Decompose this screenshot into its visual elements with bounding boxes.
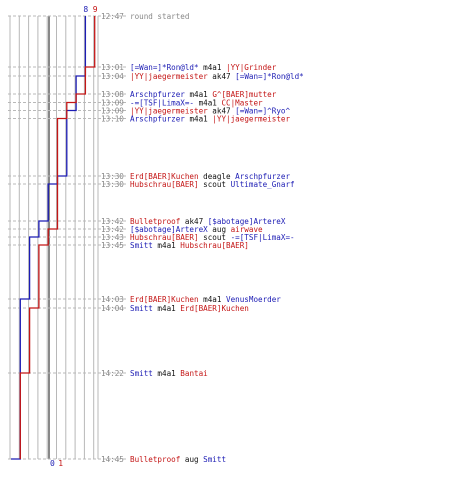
event-segment: m4a1 (153, 369, 180, 378)
blue-end-label: 0 (50, 459, 55, 468)
event-segment: m4a1 (199, 63, 226, 72)
event-time: 14:22 (101, 369, 124, 378)
event-segment: ak47 (180, 217, 207, 226)
event-time: 14:45 (101, 455, 124, 464)
event-segment: Arschpfurzer (130, 90, 185, 99)
event-segment: Smitt (130, 304, 153, 313)
event-time: 13:08 (101, 90, 124, 99)
event-segment: [$abotage]ArtereX (130, 225, 208, 234)
event-segment: |YY|Grinder (226, 63, 277, 72)
event-segment: Smitt (130, 369, 153, 378)
event-text: [=Wan=]*Ron@ld* m4a1 |YY|Grinder (130, 63, 277, 72)
event-time: 13:42 (101, 217, 124, 226)
event-segment: -=[TSF|LimaX=- (231, 233, 295, 242)
event-segment: Arschpfurzer (235, 172, 290, 181)
event-segment: G^[BAER]mutter (212, 90, 276, 99)
event-segment: round started (130, 12, 189, 21)
event-segment: m4a1 (185, 115, 212, 124)
event-segment: Erd[BAER]Kuchen (180, 304, 249, 313)
event-text: Smitt m4a1 Hubschrau[BAER] (130, 241, 249, 250)
event-segment: aug (180, 455, 203, 464)
event-time: 13:43 (101, 233, 124, 242)
event-time: 13:30 (101, 180, 124, 189)
event-segment: airwave (231, 225, 263, 234)
event-text: Erd[BAER]Kuchen m4a1 VenusMoerder (130, 295, 281, 304)
event-segment: Smitt (203, 455, 226, 464)
event-text: Arschpfurzer m4a1 |YY|jaegermeister (130, 115, 290, 124)
event-segment: Ultimate_Gnarf (231, 180, 295, 189)
event-text: Bulletproof aug Smitt (130, 455, 226, 464)
event-segment: scout (199, 180, 231, 189)
series-line-red (19, 16, 96, 459)
event-segment: Arschpfurzer (130, 115, 185, 124)
event-text: |YY|jaegermeister ak47 [=Wan=]^Ryo^ (130, 107, 290, 116)
event-text: -=[TSF|LimaX=- m4a1 CC|Master (130, 99, 263, 108)
event-segment: ak47 (208, 107, 235, 116)
event-segment: [=Wan=]*Ron@ld* (130, 63, 199, 72)
event-segment: |YY|jaegermeister (130, 107, 208, 116)
event-text: Hubschrau[BAER] scout -=[TSF|LimaX=- (130, 233, 295, 242)
event-segment: Bulletproof (130, 455, 180, 464)
event-text: Bulletproof ak47 [$abotage]ArtereX (130, 217, 286, 226)
event-text: Hubschrau[BAER] scout Ultimate_Gnarf (130, 180, 295, 189)
event-segment: m4a1 (153, 241, 180, 250)
event-time: 13:10 (101, 115, 124, 124)
event-text: [$abotage]ArtereX aug airwave (130, 225, 263, 234)
event-segment: Hubschrau[BAER] (130, 180, 199, 189)
event-segment: deagle (199, 172, 236, 181)
event-segment: [=Wan=]*Ron@ld* (235, 72, 304, 81)
event-time: 13:09 (101, 107, 124, 116)
event-segment: Smitt (130, 241, 153, 250)
event-time: 13:09 (101, 99, 124, 108)
event-time: 13:01 (101, 63, 124, 72)
event-text: Smitt m4a1 Bantai (130, 369, 208, 378)
red-start-label: 9 (93, 5, 98, 14)
event-segment: Hubschrau[BAER] (180, 241, 249, 250)
event-segment: [=Wan=]^Ryo^ (235, 107, 290, 116)
event-segment: Erd[BAER]Kuchen (130, 295, 199, 304)
event-text: Erd[BAER]Kuchen deagle Arschpfurzer (130, 172, 290, 181)
event-segment: m4a1 (153, 304, 180, 313)
event-segment: Hubschrau[BAER] (130, 233, 199, 242)
event-time: 12:47 (101, 12, 124, 21)
event-time: 13:30 (101, 172, 124, 181)
event-segment: |YY|jaegermeister (130, 72, 208, 81)
event-time: 13:42 (101, 225, 124, 234)
event-segment: CC|Master (221, 99, 263, 108)
event-segment: m4a1 (194, 99, 221, 108)
event-segment: m4a1 (185, 90, 212, 99)
event-segment: [$abotage]ArtereX (208, 217, 286, 226)
event-segment: |YY|jaegermeister (212, 115, 290, 124)
event-segment: VenusMoerder (226, 295, 281, 304)
event-text: Arschpfurzer m4a1 G^[BAER]mutter (130, 90, 277, 99)
event-segment: Bantai (180, 369, 208, 378)
event-time: 14:03 (101, 295, 124, 304)
event-segment: Erd[BAER]Kuchen (130, 172, 199, 181)
event-time: 13:45 (101, 241, 124, 250)
red-end-label: 1 (58, 459, 63, 468)
event-text: Smitt m4a1 Erd[BAER]Kuchen (130, 304, 249, 313)
event-time: 14:04 (101, 304, 124, 313)
event-time: 13:04 (101, 72, 124, 81)
event-segment: scout (199, 233, 231, 242)
event-text: round started (130, 12, 189, 21)
event-segment: Bulletproof (130, 217, 180, 226)
blue-start-label: 8 (83, 5, 88, 14)
event-segment: -=[TSF|LimaX=- (130, 99, 194, 108)
event-segment: aug (208, 225, 231, 234)
event-segment: ak47 (208, 72, 235, 81)
event-segment: m4a1 (199, 295, 226, 304)
event-text: |YY|jaegermeister ak47 [=Wan=]*Ron@ld* (130, 72, 304, 81)
